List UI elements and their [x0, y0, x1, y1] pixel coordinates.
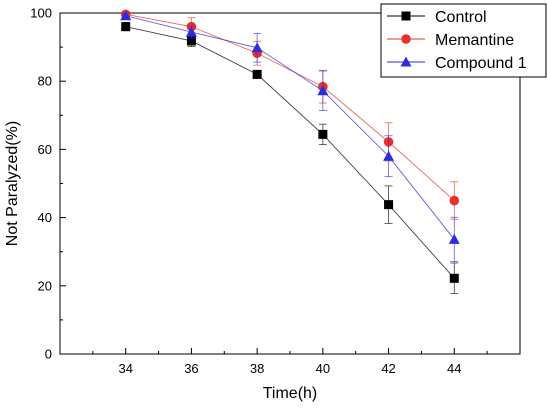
- y-tick-label: 20: [38, 278, 52, 293]
- data-point-control: [252, 69, 262, 79]
- legend-marker-control: [401, 11, 411, 21]
- data-point-compound-1: [448, 233, 460, 244]
- series-control: [121, 22, 459, 295]
- y-tick-label: 60: [38, 142, 52, 157]
- data-point-control: [121, 22, 131, 32]
- legend-label-control: Control: [435, 9, 487, 26]
- x-axis: 34 36 38 40 42 44: [92, 348, 488, 376]
- data-point-control: [384, 200, 394, 210]
- data-point-compound-1: [185, 26, 197, 37]
- data-point-control: [449, 273, 459, 283]
- x-tick-label: 36: [184, 361, 198, 376]
- legend-marker-memantine: [401, 34, 411, 44]
- series-line-memantine: [125, 13, 455, 201]
- x-tick-label: 40: [316, 361, 330, 376]
- data-point-compound-1: [383, 150, 395, 161]
- y-tick-label: 40: [38, 210, 52, 225]
- x-tick-label: 42: [381, 361, 395, 376]
- series-line-compound-1: [125, 15, 455, 240]
- x-tick-label: 34: [118, 361, 132, 376]
- y-tick-label: 100: [30, 6, 52, 21]
- x-axis-title: Time(h): [263, 385, 318, 402]
- x-tick-label: 38: [250, 361, 264, 376]
- y-axis: 0 20 40 60 80 100: [30, 6, 66, 362]
- y-tick-label: 80: [38, 74, 52, 89]
- data-point-control: [186, 36, 196, 46]
- x-tick-label: 44: [447, 361, 461, 376]
- series-compound-1: [120, 10, 460, 262]
- y-tick-label: 0: [45, 347, 52, 362]
- data-point-compound-1: [317, 85, 329, 96]
- series-line-control: [125, 26, 455, 279]
- data-point-compound-1: [251, 42, 263, 53]
- legend-label-memantine: Memantine: [435, 32, 514, 49]
- legend: Control Memantine Compound 1: [380, 3, 547, 78]
- data-point-control: [318, 129, 328, 139]
- series-layer: [120, 9, 460, 295]
- data-point-memantine: [449, 195, 460, 206]
- legend-label-compound-1: Compound 1: [435, 55, 527, 72]
- legend-marker-compound-1: [400, 56, 412, 67]
- y-axis-title: Not Paralyzed(%): [4, 121, 21, 246]
- data-point-compound-1: [120, 10, 132, 21]
